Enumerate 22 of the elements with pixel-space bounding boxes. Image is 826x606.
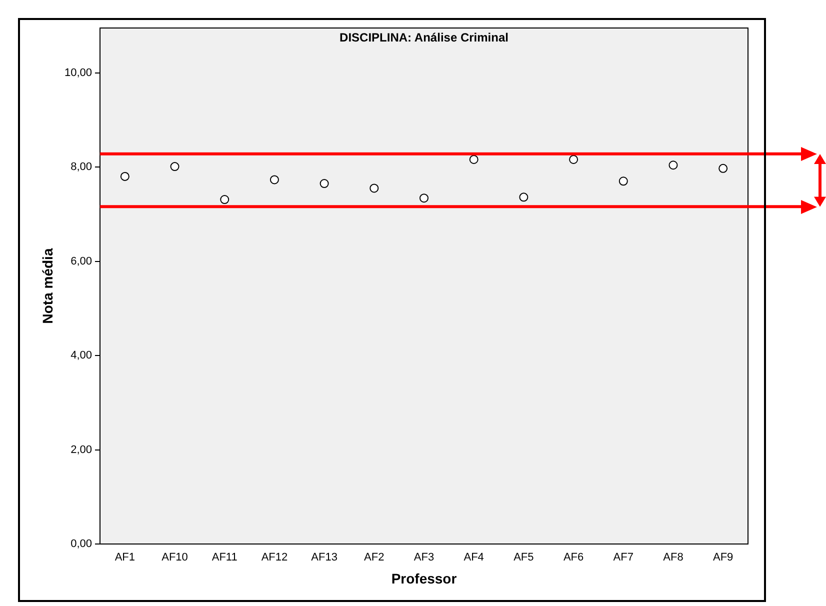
x-tick-label: AF4 (464, 552, 484, 564)
x-tick-label: AF3 (414, 552, 434, 564)
y-tick-label: 4,00 (70, 350, 92, 362)
x-tick-label: AF9 (712, 552, 734, 564)
x-tick-label: AF10 (162, 552, 188, 564)
x-tick-label: AF7 (613, 552, 634, 564)
y-tick-label: 0,00 (70, 538, 92, 550)
x-axis-title: Professor (391, 570, 458, 586)
chart-title: DISCIPLINA: Análise Criminal (340, 30, 508, 44)
x-tick-label: AF1 (114, 552, 136, 564)
x-tick-label: AF11 (212, 552, 238, 564)
y-tick-label: 10,00 (64, 66, 92, 79)
x-tick-label: AF8 (663, 552, 684, 564)
y-axis-title: Nota média (39, 248, 56, 324)
y-tick-label: 8,00 (70, 161, 92, 174)
x-tick-label: AF2 (364, 552, 384, 564)
y-tick-label: 2,00 (70, 444, 92, 456)
x-tick-label: AF5 (514, 552, 534, 564)
x-tick-label: AF13 (311, 552, 338, 564)
x-tick-label: AF12 (261, 552, 288, 564)
x-tick-label: AF6 (563, 552, 584, 564)
y-tick-label: 6,00 (70, 255, 92, 268)
